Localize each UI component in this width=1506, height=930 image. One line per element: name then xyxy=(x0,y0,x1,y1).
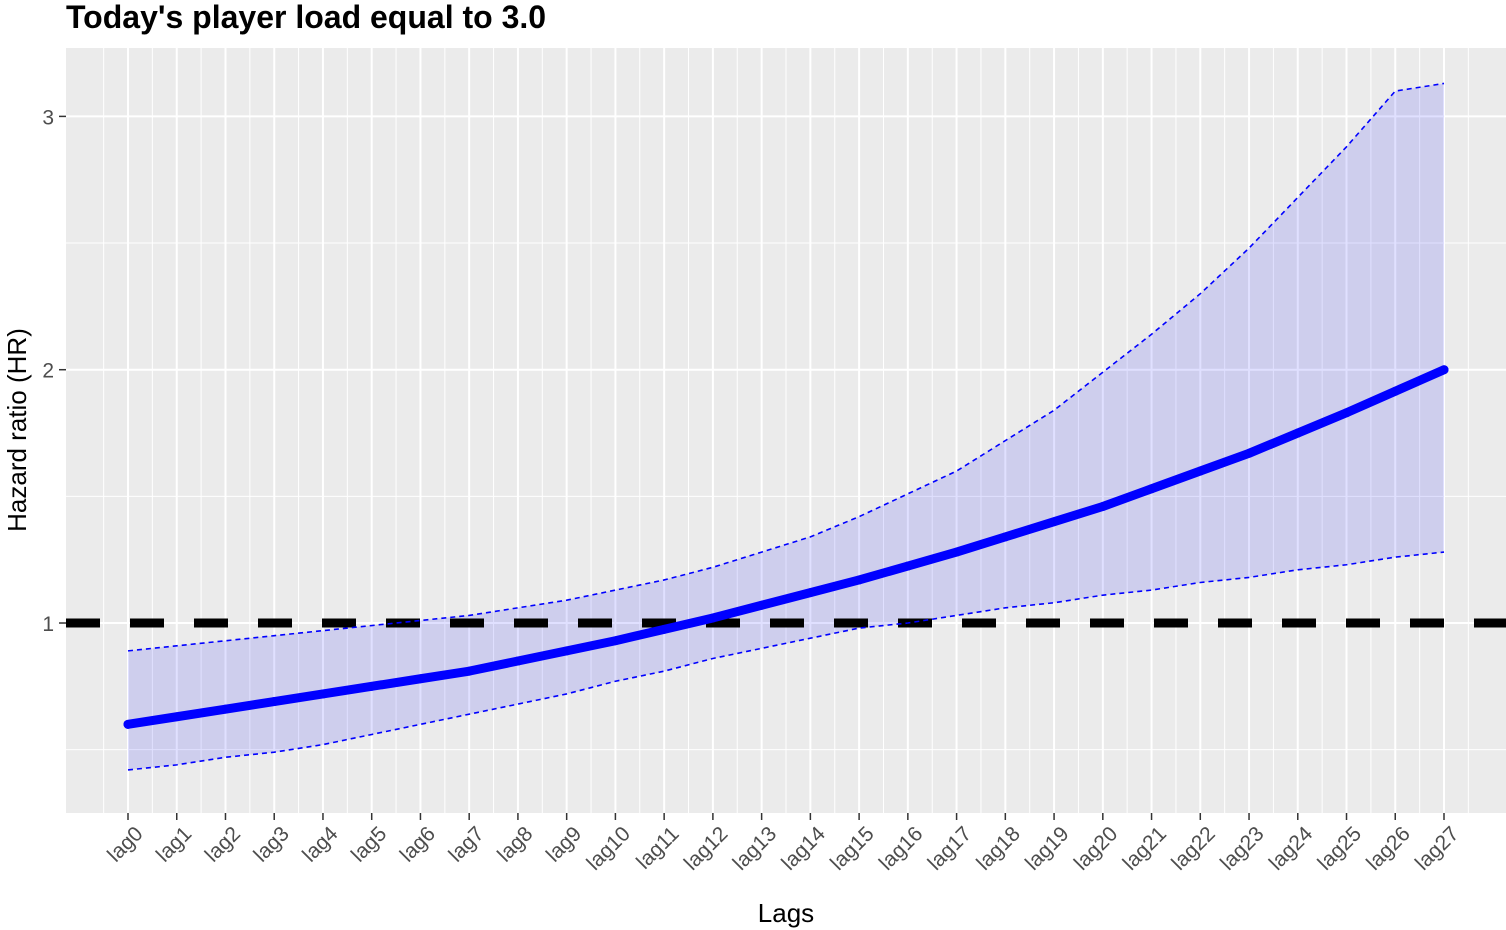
x-axis-title: Lags xyxy=(758,898,814,928)
series-point xyxy=(562,646,572,656)
series-point xyxy=(220,704,230,714)
x-tick-label: lag2 xyxy=(201,822,245,866)
x-tick-label: lag23 xyxy=(1216,822,1269,875)
series-point xyxy=(1000,532,1010,542)
x-tick-label: lag15 xyxy=(826,822,879,875)
x-tick-label: lag19 xyxy=(1021,822,1074,875)
series-point xyxy=(805,588,815,598)
series-point xyxy=(1098,501,1108,511)
series-point xyxy=(708,613,718,623)
x-tick-label: lag8 xyxy=(493,822,537,866)
x-tick-label: lag11 xyxy=(632,822,683,873)
x-tick-label: lag6 xyxy=(396,822,440,866)
x-tick-label: lag16 xyxy=(875,822,928,875)
series-point xyxy=(172,712,182,722)
lower-bound-line xyxy=(127,551,1445,771)
series-point xyxy=(610,636,620,646)
y-tick-label: 3 xyxy=(42,106,54,129)
series-point xyxy=(269,697,279,707)
series-point xyxy=(318,689,328,699)
y-tick-label: 1 xyxy=(42,613,54,636)
series-point xyxy=(1195,466,1205,476)
series-point xyxy=(123,719,133,729)
x-tick-label: lag26 xyxy=(1362,822,1415,875)
x-tick-label: lag24 xyxy=(1265,822,1318,875)
series-line-group xyxy=(123,365,1449,729)
series-point xyxy=(464,666,474,676)
confidence-bounds xyxy=(127,82,1445,771)
x-tick-label: lag3 xyxy=(249,822,293,866)
series-point xyxy=(1293,428,1303,438)
y-axis-title: Hazard ratio (HR) xyxy=(2,328,32,532)
x-tick-label: lag4 xyxy=(298,822,343,867)
minor-grid xyxy=(66,48,1506,813)
series-point xyxy=(1342,408,1352,418)
x-tick-label: lag14 xyxy=(777,822,830,875)
x-tick-label: lag18 xyxy=(972,822,1025,875)
series-point xyxy=(1244,448,1254,458)
x-tick-label: lag5 xyxy=(347,822,391,866)
series-point xyxy=(415,674,425,684)
series-line xyxy=(123,365,1449,729)
series-point xyxy=(367,681,377,691)
x-tick-label: lag10 xyxy=(582,822,635,875)
x-tick-label: lag27 xyxy=(1411,822,1464,875)
series-point xyxy=(1439,365,1449,375)
series-point xyxy=(1049,517,1059,527)
series-point xyxy=(854,575,864,585)
x-tick-label: lag7 xyxy=(444,822,488,866)
x-tick-label: lag25 xyxy=(1313,822,1366,875)
x-tick-label: lag22 xyxy=(1167,822,1220,875)
series-point xyxy=(513,656,523,666)
x-tick-label: lag9 xyxy=(542,822,586,866)
chart-title: Today's player load equal to 3.0 xyxy=(66,0,546,35)
x-tick-label: lag12 xyxy=(680,822,733,875)
series-point xyxy=(952,547,962,557)
x-tick-label: lag21 xyxy=(1118,822,1171,875)
upper-bound-line xyxy=(127,82,1445,652)
x-tick-label: lag1 xyxy=(152,822,196,866)
x-tick-label: lag13 xyxy=(729,822,782,875)
series-point xyxy=(903,561,913,571)
series-point xyxy=(659,624,669,634)
series-point xyxy=(1390,386,1400,396)
x-axis: lag0 lag1 lag2 lag3 lag4 lag5 lag6 lag7 lag8 lag9… xyxy=(103,813,1464,875)
y-tick-label: 2 xyxy=(42,360,54,383)
x-tick-label: lag0 xyxy=(103,822,147,866)
x-tick-label: lag20 xyxy=(1070,822,1123,875)
series-point xyxy=(1147,484,1157,494)
x-tick-label: lag17 xyxy=(924,822,977,875)
series-point xyxy=(757,600,767,610)
y-axis: 1 2 3 xyxy=(42,106,66,636)
